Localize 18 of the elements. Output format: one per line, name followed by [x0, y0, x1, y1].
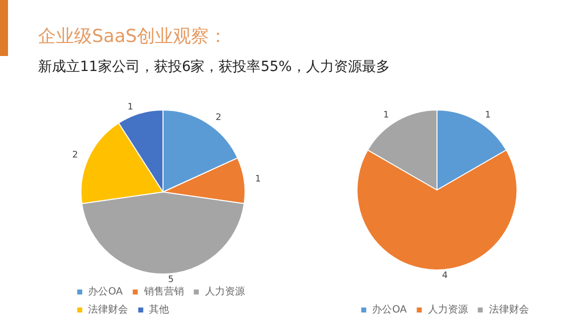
data-label: 1: [127, 102, 134, 113]
data-label: 1: [485, 110, 491, 121]
data-label: 2: [72, 150, 78, 160]
chart-subtitle: 新成立11家公司，获投6家，获投率55%，人力资源最多: [38, 58, 390, 76]
data-label: 1: [255, 174, 261, 184]
legend-label: 办公OA: [372, 304, 407, 316]
data-label: 2: [216, 112, 222, 123]
data-label: 4: [442, 271, 448, 281]
legend-label: 法律财会: [88, 304, 128, 316]
legend-label: 法律财会: [488, 304, 529, 316]
legend-label: 销售营销: [142, 286, 184, 298]
legend-label: 其他: [149, 304, 170, 316]
data-label: 5: [168, 275, 174, 285]
legend-label: 人力资源: [204, 286, 245, 298]
chart-title: 企业级SaaS创业观察：: [38, 25, 227, 48]
legend-label: 办公OA: [88, 286, 123, 298]
legend-label: 人力资源: [428, 304, 468, 316]
data-label: 1: [383, 110, 389, 121]
